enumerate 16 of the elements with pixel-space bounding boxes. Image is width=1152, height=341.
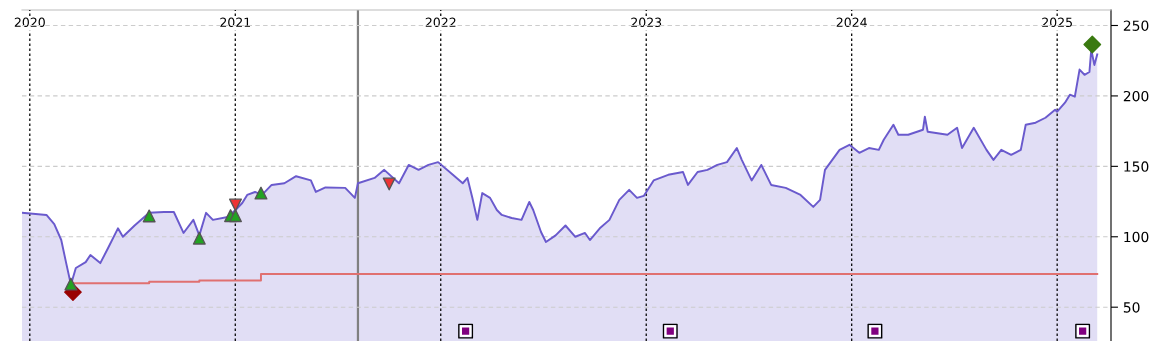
y-tick-label: 200 (1123, 90, 1149, 102)
point (254, 186, 268, 200)
x-tick-label: 2024 (836, 17, 867, 28)
y-tick-label: 150 (1124, 161, 1149, 172)
x-tick-label: 2021 (220, 17, 251, 28)
point (64, 277, 78, 291)
point (228, 209, 242, 223)
y-tick-label: 50 (1123, 302, 1140, 313)
y-tick-label: 100 (1124, 231, 1149, 243)
point (192, 231, 206, 245)
y-tick-label: 250 (1123, 20, 1149, 31)
point (228, 198, 242, 212)
point (142, 209, 156, 223)
x-tick-label: 2023 (631, 17, 662, 28)
point (1083, 35, 1102, 54)
point (382, 177, 396, 191)
